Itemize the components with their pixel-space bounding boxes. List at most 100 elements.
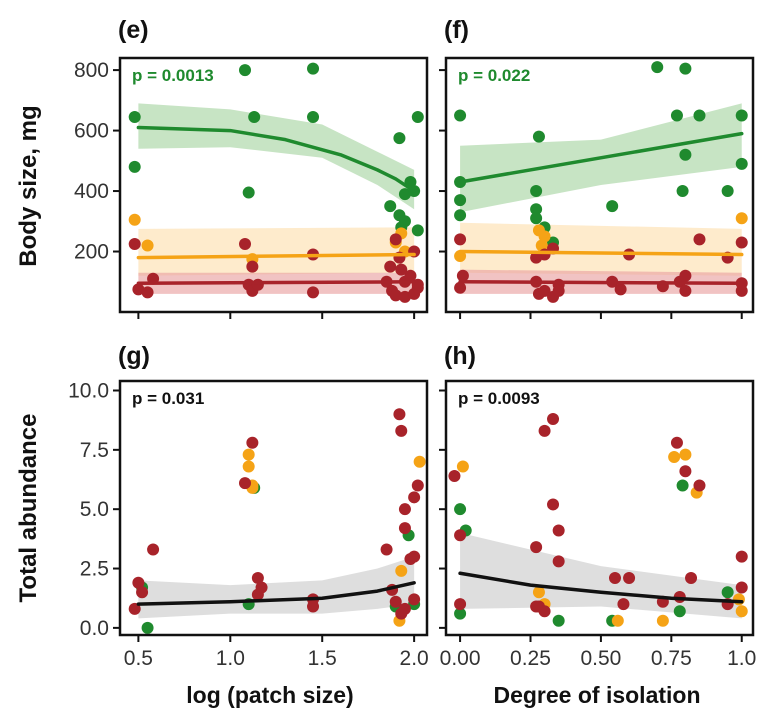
data-point-red <box>735 581 748 594</box>
data-point-green <box>398 188 411 201</box>
data-point-green <box>248 110 261 123</box>
data-point-red <box>398 290 411 303</box>
data-point-green <box>530 203 543 216</box>
data-point-red <box>530 251 543 264</box>
data-point-orange <box>242 448 255 461</box>
data-point-green <box>239 64 252 77</box>
data-point-red <box>679 284 692 297</box>
panel-label-f: (f) <box>444 16 469 44</box>
y-tick-label: 200 <box>74 241 109 264</box>
data-point-red <box>307 600 320 613</box>
data-point-green <box>242 186 255 199</box>
data-point-red <box>547 412 560 425</box>
data-point-red <box>251 572 264 585</box>
confidence-band-grey <box>138 556 415 619</box>
y-tick-label: 7.5 <box>80 439 109 462</box>
data-point-green <box>735 157 748 170</box>
data-point-red <box>389 595 402 608</box>
data-point-red <box>246 260 259 273</box>
x-tick-label: 0.50 <box>580 647 621 670</box>
plot-frame <box>444 56 755 314</box>
data-point-green <box>606 200 619 213</box>
confidence-band-orange <box>138 227 415 276</box>
data-point-red <box>411 479 424 492</box>
data-point-green <box>141 621 154 634</box>
data-point-red <box>128 237 141 250</box>
p-value-annotation: p = 0.022 <box>458 66 530 85</box>
data-point-orange <box>532 586 545 599</box>
data-point-orange <box>242 460 255 473</box>
data-point-orange <box>735 605 748 618</box>
plot-area <box>128 408 426 634</box>
data-point-red <box>456 269 469 282</box>
data-point-orange <box>611 614 624 627</box>
data-point-red <box>617 598 630 611</box>
data-point-red <box>132 283 145 296</box>
y-tick-label: 600 <box>74 120 109 143</box>
data-point-red <box>395 424 408 437</box>
y-tick-label: 400 <box>74 180 109 203</box>
data-point-red <box>679 269 692 282</box>
data-point-orange <box>395 564 408 577</box>
x-tick-label: 1.0 <box>216 647 245 670</box>
p-value-annotation: p = 0.0093 <box>458 389 540 408</box>
data-point-green <box>454 209 467 222</box>
data-point-red <box>623 572 636 585</box>
data-point-red <box>454 233 467 246</box>
plot-area <box>448 412 748 627</box>
data-point-green <box>679 148 692 161</box>
data-point-red <box>141 286 154 299</box>
data-point-green <box>693 109 706 122</box>
panel-label-g: (g) <box>118 342 150 370</box>
trend-line-red <box>136 280 416 286</box>
data-point-red <box>384 260 397 273</box>
data-point-red <box>530 541 543 554</box>
trend-line-black <box>458 571 744 604</box>
panel-f: p = 0.022 <box>439 56 755 319</box>
data-point-red <box>685 572 698 585</box>
data-point-red <box>136 586 149 599</box>
y-tick-label: 0.0 <box>80 617 109 640</box>
panel-e: 200 400 600 800 p = 0.0013 <box>74 56 429 319</box>
data-point-red <box>255 581 268 594</box>
x-tick-label: 1.0 <box>727 647 756 670</box>
data-point-orange <box>679 448 692 461</box>
data-point-orange <box>128 213 141 226</box>
data-point-red <box>380 543 393 556</box>
data-point-red <box>395 263 408 276</box>
data-point-green <box>411 110 424 123</box>
confidence-band-green <box>138 103 415 210</box>
data-point-green <box>673 605 686 618</box>
panel-h: 0.00 0.25 0.50 0.75 1.0 p = 0.0093 <box>439 379 756 670</box>
y-tick-label: 10.0 <box>68 379 109 402</box>
data-point-green <box>411 224 424 237</box>
plot-frame <box>118 56 429 314</box>
data-point-red <box>404 269 417 282</box>
x-tick-label: 0.5 <box>124 647 153 670</box>
data-point-red <box>614 283 627 296</box>
data-point-green <box>651 61 664 74</box>
data-point-red <box>454 598 467 611</box>
data-point-red <box>389 289 402 302</box>
x-tick-label: 0.25 <box>510 647 551 670</box>
data-point-green <box>384 200 397 213</box>
data-point-green <box>530 185 543 198</box>
data-point-red <box>693 233 706 246</box>
data-point-red <box>246 436 259 449</box>
data-point-orange <box>141 239 154 252</box>
panel-g: 0.5 1.0 1.5 2.0 0.0 2.5 5.0 7.5 10.0 p = 0.031 <box>68 379 429 670</box>
y-axis-label-top: Body size, mg <box>15 105 42 266</box>
data-point-red <box>552 524 565 537</box>
panel-label-e: (e) <box>118 16 149 44</box>
data-point-red <box>398 503 411 516</box>
data-point-red <box>398 522 411 535</box>
confidence-band-grey <box>460 532 742 619</box>
y-tick-label: 5.0 <box>80 498 109 521</box>
data-point-red <box>408 550 421 563</box>
data-point-green <box>454 109 467 122</box>
data-point-green <box>552 614 565 627</box>
data-point-red <box>538 424 551 437</box>
data-point-red <box>393 408 406 421</box>
data-point-red <box>454 529 467 542</box>
data-point-green <box>679 62 692 75</box>
